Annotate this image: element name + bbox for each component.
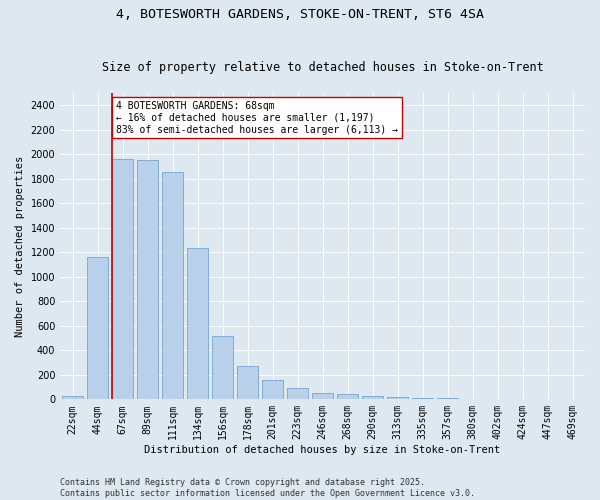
Title: Size of property relative to detached houses in Stoke-on-Trent: Size of property relative to detached ho… — [102, 60, 544, 74]
Bar — [62, 396, 83, 400]
Bar — [312, 393, 333, 400]
Y-axis label: Number of detached properties: Number of detached properties — [15, 156, 25, 336]
Bar — [262, 380, 283, 400]
Bar — [137, 160, 158, 400]
Bar — [462, 398, 483, 400]
Bar — [362, 396, 383, 400]
Bar — [387, 397, 408, 400]
Bar — [412, 398, 433, 400]
Text: 4, BOTESWORTH GARDENS, STOKE-ON-TRENT, ST6 4SA: 4, BOTESWORTH GARDENS, STOKE-ON-TRENT, S… — [116, 8, 484, 20]
Text: 4 BOTESWORTH GARDENS: 68sqm
← 16% of detached houses are smaller (1,197)
83% of : 4 BOTESWORTH GARDENS: 68sqm ← 16% of det… — [116, 102, 398, 134]
Bar — [212, 336, 233, 400]
Bar — [237, 366, 258, 400]
Bar — [287, 388, 308, 400]
Bar — [187, 248, 208, 400]
Text: Contains HM Land Registry data © Crown copyright and database right 2025.
Contai: Contains HM Land Registry data © Crown c… — [60, 478, 475, 498]
Bar — [112, 159, 133, 400]
Bar — [337, 394, 358, 400]
Bar — [87, 257, 108, 400]
Bar — [437, 398, 458, 400]
X-axis label: Distribution of detached houses by size in Stoke-on-Trent: Distribution of detached houses by size … — [145, 445, 501, 455]
Bar — [162, 172, 183, 400]
